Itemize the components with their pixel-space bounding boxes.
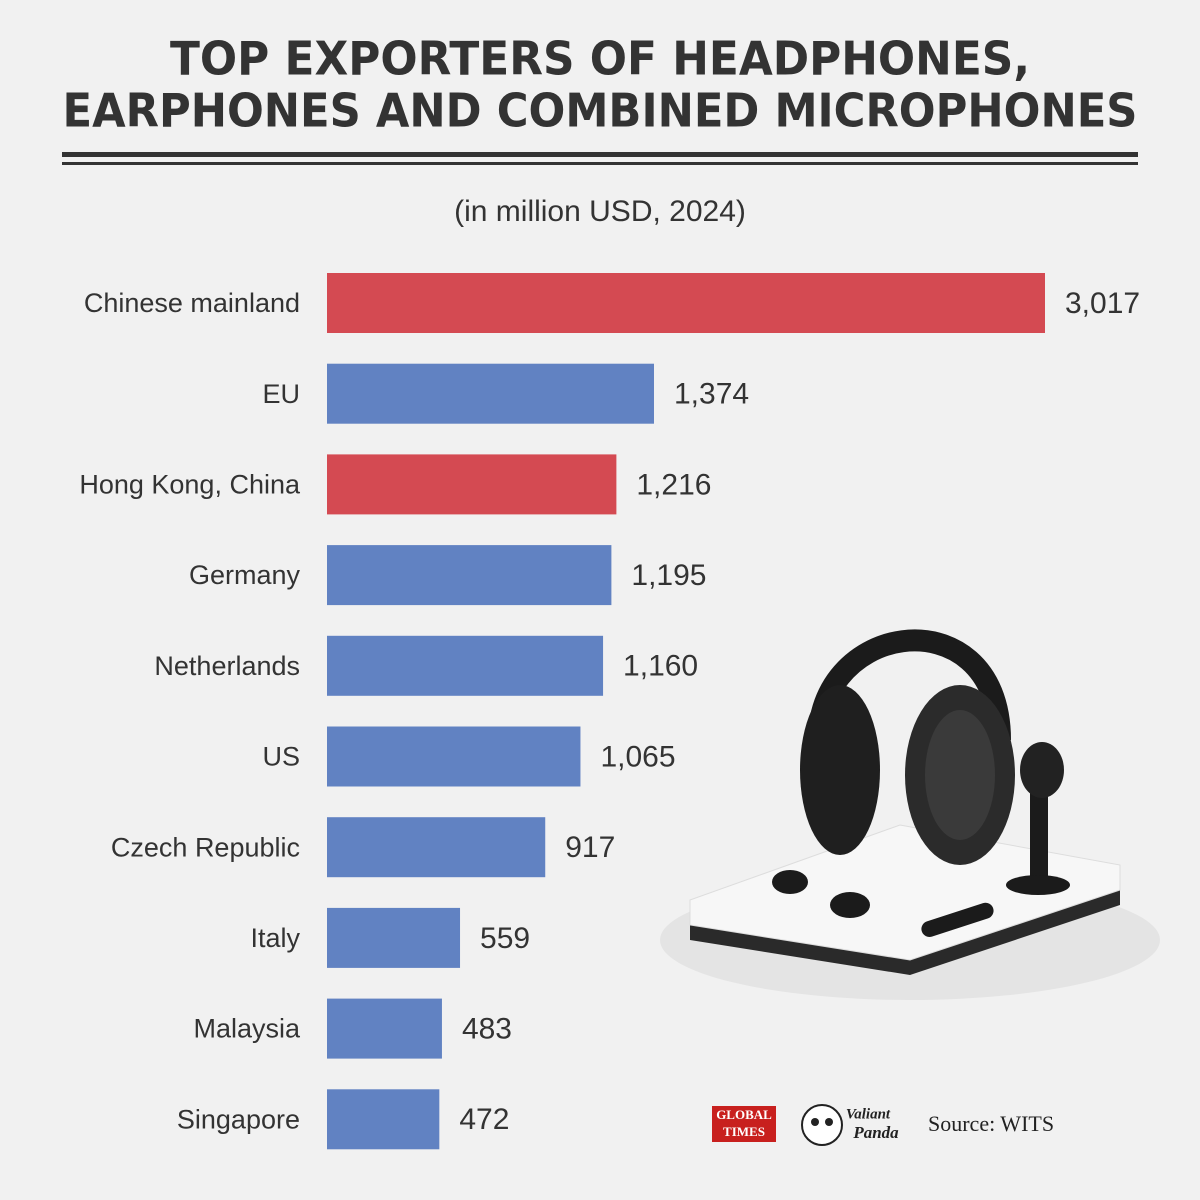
bar	[327, 817, 546, 878]
category-label: EU	[262, 379, 300, 409]
bar	[327, 907, 461, 968]
category-label: Malaysia	[193, 1014, 301, 1044]
mic-stand	[1006, 875, 1070, 895]
illustration	[660, 629, 1160, 1000]
bar	[327, 635, 604, 696]
bar	[327, 726, 581, 787]
value-label: 1,065	[600, 740, 675, 773]
bar	[327, 545, 612, 606]
value-label: 1,216	[636, 468, 711, 501]
ear-cup	[925, 710, 995, 840]
category-label: Hong Kong, China	[79, 470, 301, 500]
category-label: Germany	[189, 560, 301, 590]
category-label: Singapore	[177, 1104, 300, 1134]
base-top	[689, 824, 1121, 961]
mic-head	[1020, 742, 1064, 798]
chart-title: EARPHONES AND COMBINED MICROPHONES	[63, 84, 1138, 138]
logo-text: TIMES	[723, 1124, 765, 1139]
value-label: 917	[565, 831, 615, 864]
logo-text: Panda	[852, 1123, 899, 1142]
panda-icon	[801, 1104, 843, 1146]
dongle	[921, 902, 994, 937]
logos: GLOBAL TIMES Valiant Panda Source: WITS	[712, 1104, 1054, 1146]
value-label: 559	[480, 922, 530, 955]
value-label: 1,160	[623, 650, 698, 683]
logo-text: Valiant	[846, 1106, 891, 1122]
category-label: Italy	[250, 923, 300, 953]
source: Source: WITS	[928, 1111, 1054, 1136]
value-label: 3,017	[1065, 287, 1140, 320]
value-label: 1,374	[674, 378, 749, 411]
logo-box	[712, 1106, 776, 1142]
category-label: Netherlands	[154, 651, 300, 681]
subtitle: (in million USD, 2024)	[454, 195, 746, 228]
value-label: 1,195	[631, 559, 706, 592]
panda-eye	[825, 1118, 833, 1126]
mic-handle	[1030, 790, 1048, 880]
rule	[62, 162, 1138, 165]
bar	[327, 273, 1045, 333]
value-label: 483	[462, 1013, 512, 1046]
chart-title: TOP EXPORTERS OF HEADPHONES,	[170, 32, 1030, 86]
bar	[327, 1089, 440, 1150]
category-label: Czech Republic	[111, 832, 300, 862]
ear-cup	[800, 685, 880, 855]
bar	[327, 454, 617, 515]
logo-text: GLOBAL	[716, 1107, 772, 1122]
panda-eye	[811, 1118, 819, 1126]
earbud	[772, 870, 808, 894]
earbud	[830, 892, 870, 918]
value-label: 472	[459, 1103, 509, 1136]
bar	[327, 998, 442, 1059]
category-label: US	[262, 742, 300, 772]
bar	[327, 363, 654, 424]
category-label: Chinese mainland	[84, 288, 300, 318]
rule	[62, 152, 1138, 157]
